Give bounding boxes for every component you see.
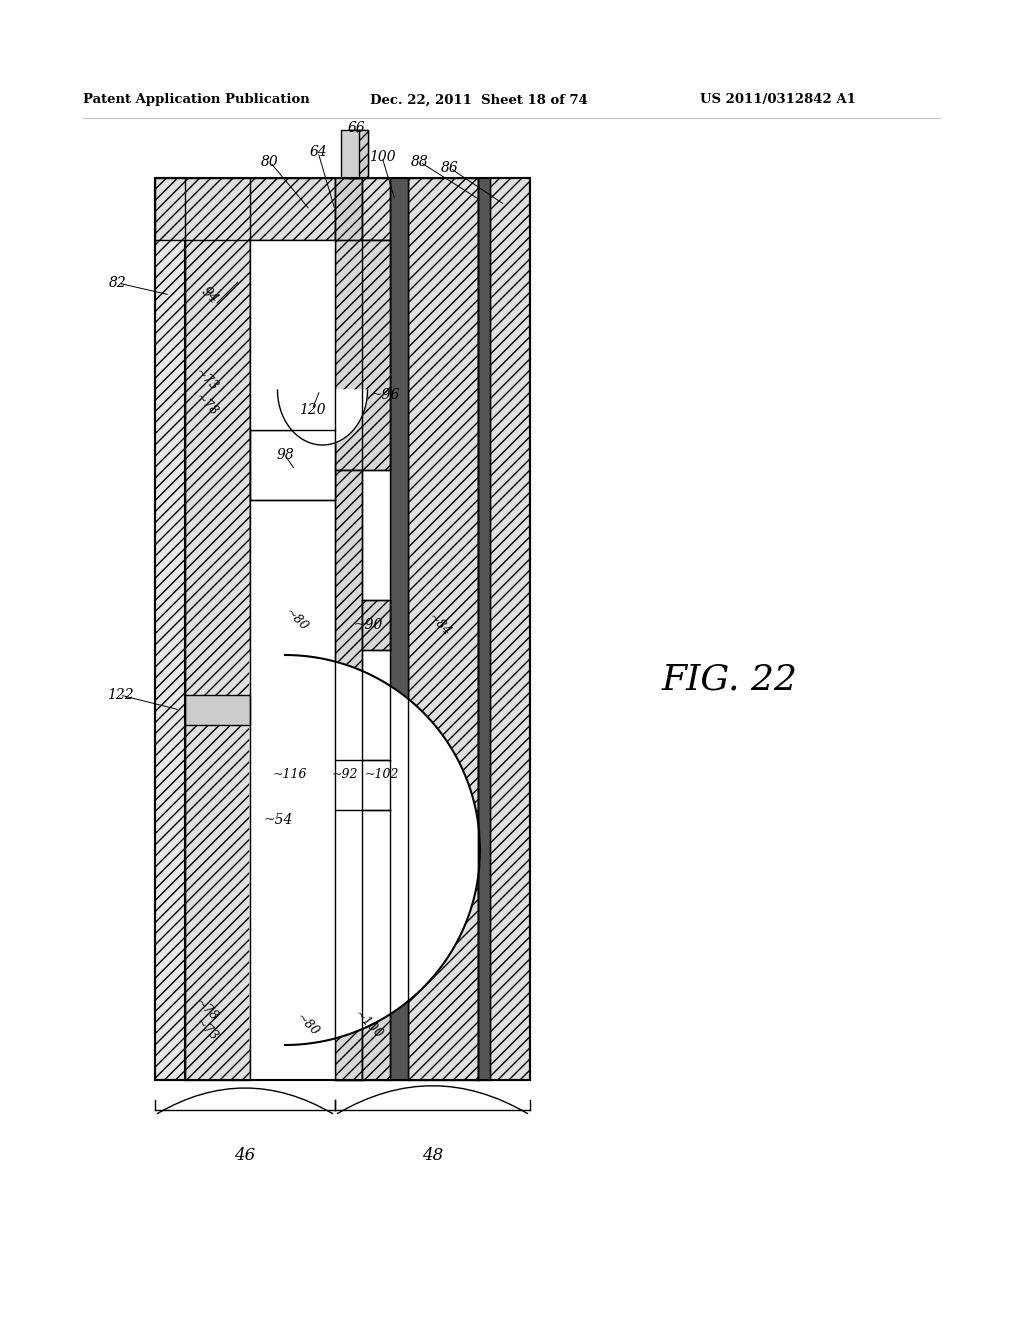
Bar — [362, 470, 390, 601]
Text: ~80: ~80 — [283, 606, 311, 634]
Text: 64: 64 — [309, 145, 327, 158]
Text: ~80: ~80 — [294, 1011, 322, 1039]
Text: ~78: ~78 — [194, 997, 221, 1024]
Text: 100: 100 — [369, 150, 395, 164]
Text: ~73: ~73 — [194, 1016, 221, 1044]
Text: 86: 86 — [441, 161, 459, 176]
Bar — [362, 240, 390, 560]
Bar — [250, 240, 335, 560]
Text: 66: 66 — [347, 121, 365, 135]
Text: 80: 80 — [261, 154, 279, 169]
Bar — [185, 178, 250, 1080]
Text: ~92: ~92 — [332, 768, 358, 781]
Bar — [362, 178, 390, 240]
Text: 94: 94 — [199, 284, 221, 306]
Text: ~54: ~54 — [263, 813, 293, 828]
Bar — [362, 649, 390, 760]
Bar — [185, 696, 250, 725]
Bar — [155, 178, 335, 240]
Text: ~78: ~78 — [194, 391, 221, 418]
Text: 48: 48 — [422, 1147, 443, 1163]
Text: ~73: ~73 — [194, 366, 221, 393]
Text: 46: 46 — [234, 1147, 256, 1163]
Bar — [390, 178, 408, 1080]
Bar — [335, 240, 390, 470]
Bar — [335, 178, 362, 1080]
Bar — [348, 129, 368, 178]
Bar — [250, 760, 335, 1080]
Bar — [250, 500, 335, 760]
Text: ~100: ~100 — [351, 1008, 385, 1041]
Bar — [362, 601, 390, 649]
Text: ~116: ~116 — [272, 768, 307, 781]
Bar — [335, 810, 362, 1080]
Text: ~84: ~84 — [426, 611, 454, 639]
Text: ~90: ~90 — [353, 618, 383, 632]
Polygon shape — [250, 655, 480, 1045]
Text: ~102: ~102 — [365, 768, 399, 781]
Bar — [362, 810, 390, 1080]
Text: 82: 82 — [110, 276, 127, 290]
Bar — [335, 470, 362, 760]
Text: ~96: ~96 — [371, 388, 399, 403]
Bar — [362, 601, 390, 649]
Bar — [250, 178, 335, 1080]
Text: Dec. 22, 2011  Sheet 18 of 74: Dec. 22, 2011 Sheet 18 of 74 — [370, 94, 588, 107]
Bar — [250, 430, 335, 500]
Bar — [348, 129, 368, 178]
Bar — [478, 178, 490, 1080]
Bar — [341, 129, 358, 178]
Bar — [250, 240, 335, 430]
Text: 122: 122 — [106, 688, 133, 702]
Text: 88: 88 — [411, 154, 429, 169]
Bar — [362, 760, 390, 810]
Text: FIG. 22: FIG. 22 — [662, 663, 798, 697]
Polygon shape — [278, 389, 368, 445]
Bar — [490, 178, 530, 1080]
Text: 98: 98 — [276, 447, 294, 462]
Bar — [362, 178, 390, 1080]
Text: Patent Application Publication: Patent Application Publication — [83, 94, 309, 107]
Bar — [408, 178, 478, 1080]
Text: 120: 120 — [299, 403, 326, 417]
Bar — [155, 178, 530, 1080]
Bar — [155, 178, 185, 1080]
Bar — [335, 178, 362, 280]
Text: US 2011/0312842 A1: US 2011/0312842 A1 — [700, 94, 856, 107]
